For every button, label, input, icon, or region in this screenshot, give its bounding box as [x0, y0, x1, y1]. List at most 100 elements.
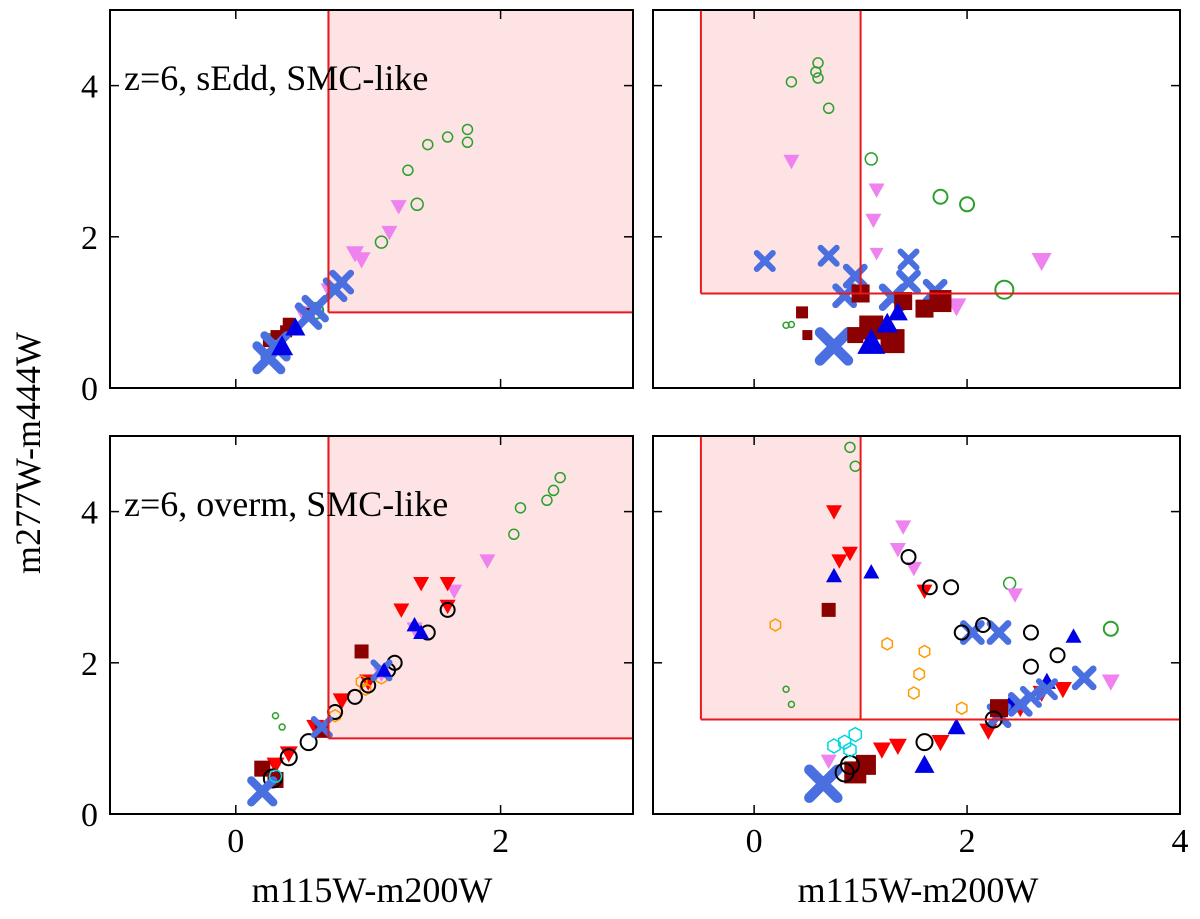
data-point — [279, 748, 298, 767]
data-point — [787, 700, 796, 709]
data-point — [1006, 588, 1023, 603]
data-point — [817, 244, 840, 267]
data-point — [461, 136, 474, 149]
data-point — [868, 183, 885, 198]
data-point — [820, 754, 837, 770]
x-tick-label: 2 — [959, 823, 976, 860]
data-point — [1022, 658, 1039, 675]
data-point — [270, 330, 281, 341]
data-point — [825, 567, 842, 583]
data-point — [332, 693, 351, 710]
data-point — [785, 76, 798, 88]
data-point — [955, 701, 968, 716]
data-point — [848, 726, 863, 743]
data-point — [863, 564, 880, 579]
plot-frame — [652, 9, 1181, 389]
data-point — [541, 494, 553, 507]
plot-frame — [652, 435, 1181, 815]
data-point — [769, 618, 782, 632]
data-point — [932, 188, 949, 205]
data-point — [802, 330, 813, 341]
x-tick-label: 2 — [492, 823, 509, 860]
panel-annotation: z=6, overm, SMC-like — [124, 484, 448, 524]
data-point — [831, 554, 848, 569]
data-point — [360, 677, 377, 694]
data-point — [915, 733, 934, 752]
data-point — [783, 154, 800, 170]
x-tick-label: 0 — [227, 823, 244, 860]
panel-bottom-right: 0 2 4 — [652, 435, 1189, 860]
data-point — [268, 769, 283, 783]
data-point — [1101, 674, 1120, 691]
data-point — [1031, 252, 1052, 271]
scatter-points — [753, 57, 1052, 366]
data-point — [847, 327, 864, 344]
data-point — [887, 302, 908, 321]
data-point — [346, 688, 363, 705]
data-point — [897, 248, 920, 271]
data-point — [374, 235, 389, 249]
scatter-points — [769, 441, 1120, 804]
data-point — [921, 579, 938, 596]
data-point — [907, 686, 920, 700]
data-point — [441, 131, 454, 143]
data-point — [821, 602, 836, 617]
scatter-points — [252, 123, 474, 375]
data-point — [294, 302, 323, 330]
y-tick-label: 0 — [81, 371, 98, 408]
data-point — [329, 708, 342, 723]
x-tick-label: 0 — [746, 823, 763, 860]
data-point — [354, 644, 369, 659]
data-point — [986, 620, 1012, 645]
data-point — [406, 617, 423, 632]
data-point — [918, 644, 931, 659]
x-axis-label-right: m115W-m200W — [798, 870, 1039, 910]
data-point — [1065, 628, 1082, 643]
data-point — [914, 754, 935, 773]
data-point — [402, 164, 414, 177]
data-point — [876, 312, 899, 333]
data-point — [271, 335, 294, 356]
data-point — [310, 716, 333, 739]
data-point — [843, 741, 857, 758]
data-point — [915, 299, 934, 318]
data-point — [554, 471, 566, 484]
data-point — [1049, 647, 1066, 664]
data-point — [947, 718, 966, 735]
data-point — [413, 624, 430, 639]
data-point — [855, 754, 876, 775]
data-point — [994, 279, 1015, 300]
data-point — [787, 320, 796, 329]
data-point — [834, 762, 855, 783]
plot-frame — [109, 9, 634, 389]
data-point — [888, 738, 907, 755]
data-point — [247, 776, 278, 807]
data-point — [1071, 665, 1097, 691]
data-point — [393, 603, 410, 618]
panel-top-right — [652, 9, 1181, 389]
y-axis-label: m277W-m444W — [8, 332, 48, 574]
data-point — [864, 152, 879, 166]
data-point — [299, 733, 318, 752]
data-point — [381, 225, 398, 241]
data-point — [814, 327, 854, 366]
data-point — [1022, 624, 1039, 641]
data-point — [812, 72, 824, 84]
panel-top-left: 0 2 4 z=6, sEdd, SMC-like — [81, 9, 634, 408]
data-point — [376, 662, 393, 677]
data-point — [479, 554, 496, 569]
data-point — [514, 502, 527, 514]
data-point — [1102, 620, 1119, 637]
selection-region — [328, 10, 633, 313]
data-point — [352, 252, 371, 269]
y-tick-label: 4 — [81, 495, 98, 532]
data-point — [975, 617, 992, 633]
data-point — [889, 543, 906, 558]
data-point — [1007, 692, 1033, 717]
data-point — [990, 699, 1009, 718]
y-tick-label: 4 — [81, 69, 98, 106]
y-tick-label: 0 — [81, 797, 98, 834]
data-point — [881, 637, 894, 651]
y-tick-label: 2 — [81, 646, 98, 683]
data-point — [931, 734, 950, 752]
